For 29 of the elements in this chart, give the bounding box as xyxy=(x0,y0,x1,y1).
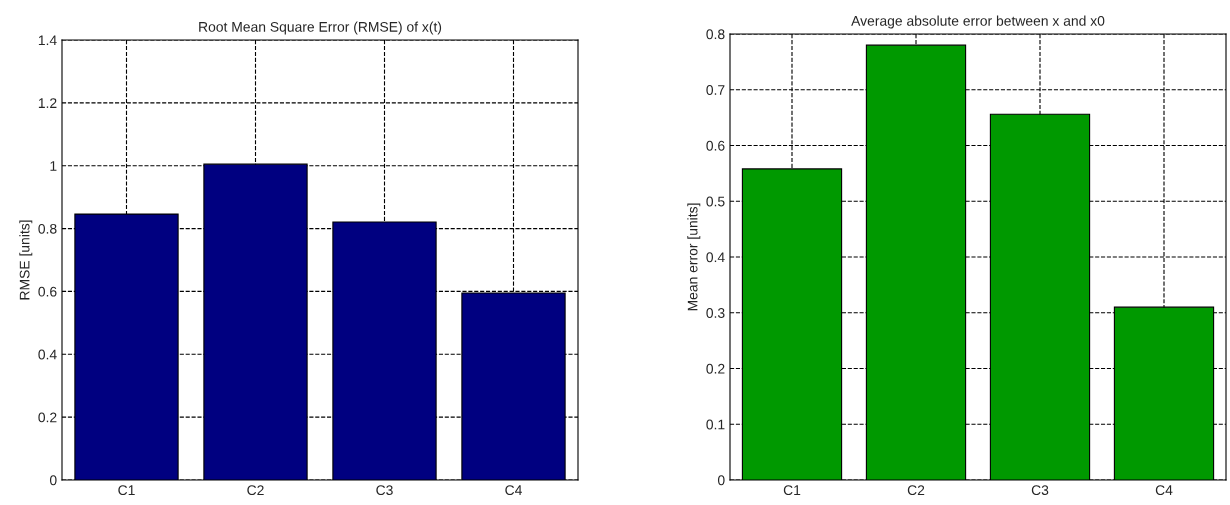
y-tick-label: 1.4 xyxy=(38,35,57,46)
y-tick-label: 0 xyxy=(717,475,725,486)
x-tick-label: C1 xyxy=(118,485,135,496)
y-tick-label: 0.6 xyxy=(38,286,57,297)
y-tick-label: 0.2 xyxy=(706,363,725,374)
y-tick-label: 1 xyxy=(50,161,57,171)
chart-title: Root Mean Square Error (RMSE) of x(t) xyxy=(199,21,442,35)
y-tick-label: 0.2 xyxy=(38,412,57,423)
y-tick-label: 0 xyxy=(49,475,57,486)
y-tick-label: 1.2 xyxy=(38,98,57,108)
x-tick-label: C3 xyxy=(1031,485,1049,496)
x-tick-label: C4 xyxy=(505,485,522,496)
x-tick-label: C2 xyxy=(247,485,264,496)
y-tick-label: 0.8 xyxy=(38,223,57,234)
y-axis-title: Mean error [units] xyxy=(687,203,701,311)
y-tick-label: 0.5 xyxy=(706,196,725,207)
y-tick-label: 0.3 xyxy=(706,308,725,318)
y-tick-label: 0.8 xyxy=(706,29,725,40)
chart-title: Average absolute error between x and x0 xyxy=(851,15,1105,29)
y-tick-label: 0.4 xyxy=(706,252,725,263)
x-tick-label: C4 xyxy=(1155,485,1173,496)
y-tick-label: 0.6 xyxy=(706,140,725,151)
x-tick-label: C3 xyxy=(376,485,393,496)
x-tick-label: C1 xyxy=(783,485,801,496)
y-tick-label: 0.7 xyxy=(706,85,725,95)
x-tick-label: C2 xyxy=(907,485,925,496)
y-tick-label: 0.1 xyxy=(706,419,725,430)
y-tick-label: 0.4 xyxy=(38,349,57,360)
y-axis-title: RMSE [units] xyxy=(19,220,33,300)
